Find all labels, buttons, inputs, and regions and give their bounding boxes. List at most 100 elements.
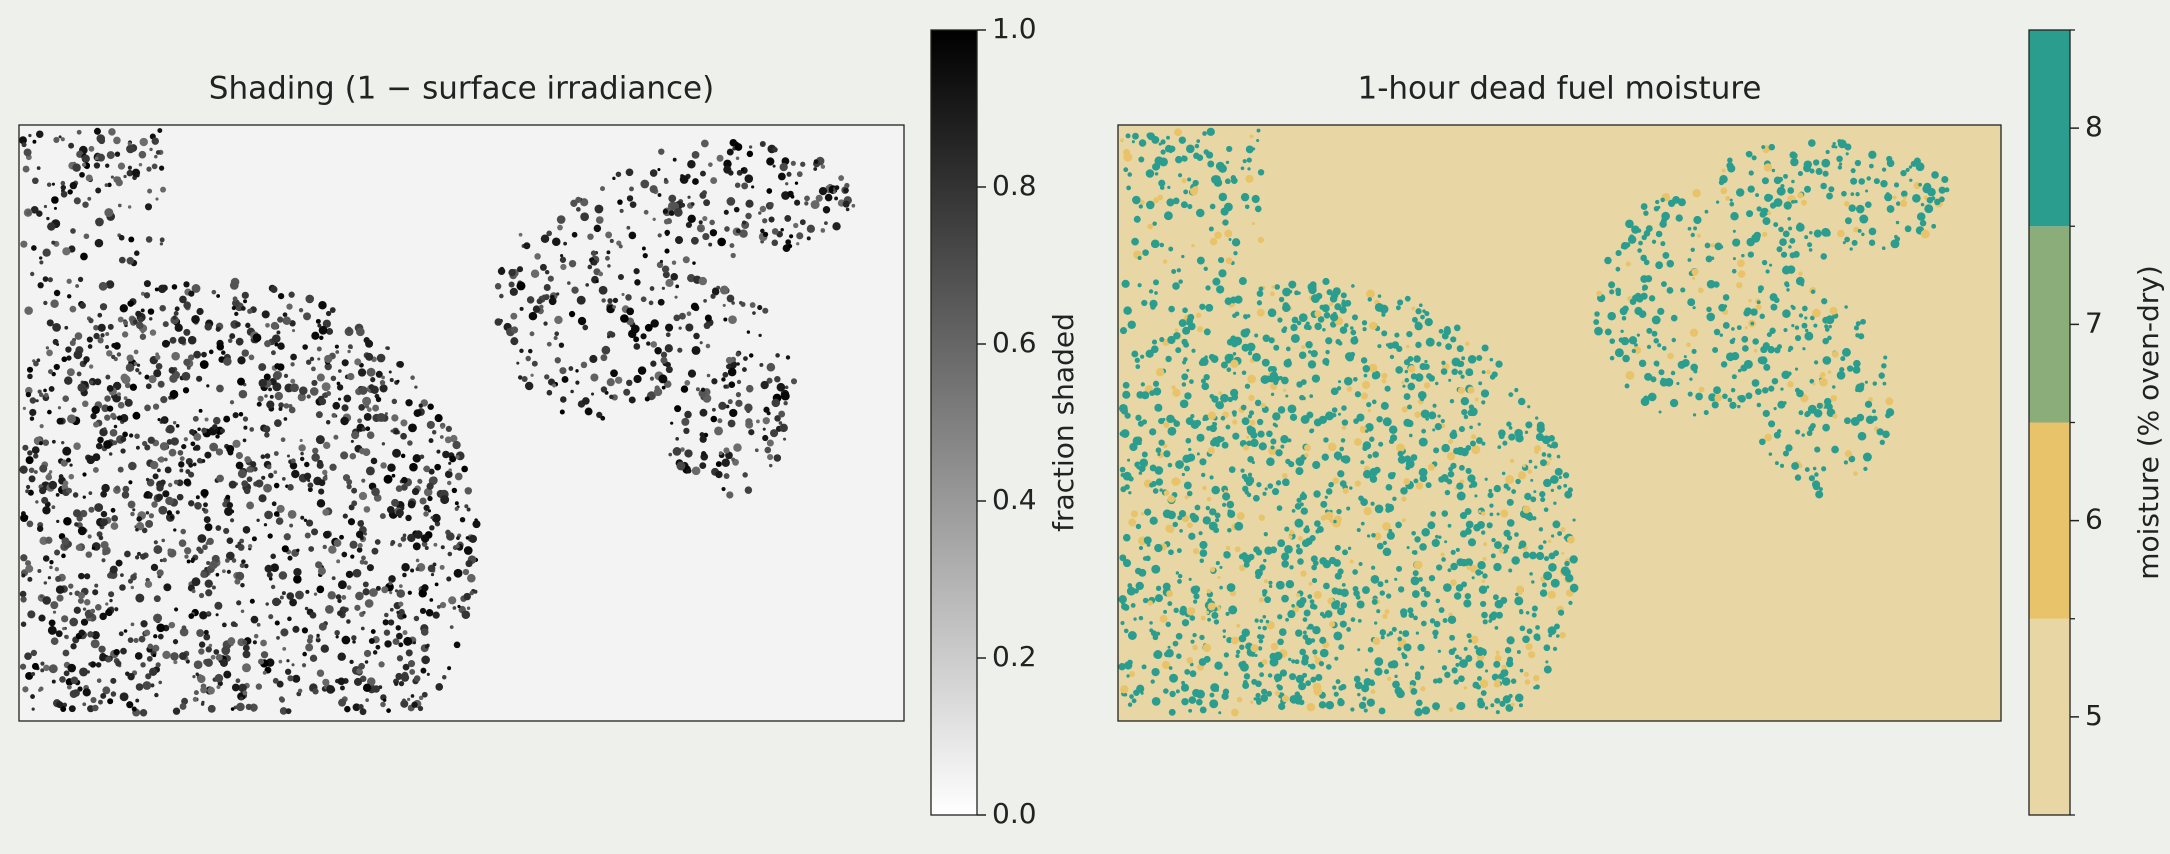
map-texture-dot <box>672 157 677 162</box>
map-texture-dot <box>1504 646 1512 654</box>
map-texture-dot <box>351 431 360 440</box>
map-texture-dot <box>317 323 322 328</box>
map-texture-dot <box>172 707 181 715</box>
map-texture-dot <box>1460 374 1465 379</box>
map-texture-dot <box>173 479 179 485</box>
map-texture-dot <box>1632 294 1641 302</box>
map-texture-dot <box>226 445 235 454</box>
map-texture-dot <box>290 383 299 393</box>
map-texture-dot <box>1481 441 1486 446</box>
map-texture-dot <box>1337 698 1345 707</box>
map-texture-dot <box>1751 155 1757 161</box>
map-texture-dot <box>354 604 361 611</box>
map-texture-dot <box>1288 280 1297 289</box>
map-texture-dot <box>1316 525 1324 533</box>
map-texture-dot <box>1729 198 1733 202</box>
map-texture-dot <box>1783 173 1788 179</box>
map-texture-dot <box>1304 444 1311 452</box>
map-texture-dot <box>285 708 292 715</box>
map-texture-dot <box>316 346 322 352</box>
map-texture-dot <box>277 342 285 350</box>
map-texture-dot <box>1450 462 1457 469</box>
map-texture-dot <box>1280 435 1289 444</box>
map-texture-dot <box>222 569 226 574</box>
map-texture-dot <box>401 563 410 572</box>
map-texture-dot <box>247 543 253 549</box>
map-texture-dot <box>736 379 742 385</box>
map-texture-dot <box>258 378 268 388</box>
map-texture-dot <box>1309 599 1315 604</box>
map-texture-dot <box>205 541 209 545</box>
map-texture-dot <box>710 293 716 299</box>
map-texture-dot <box>1339 306 1347 314</box>
map-texture-dot <box>106 350 113 357</box>
map-texture-dot <box>1741 253 1745 258</box>
map-texture-dot <box>414 385 418 389</box>
map-texture-dot <box>335 350 340 354</box>
map-texture-dot <box>94 238 104 248</box>
map-texture-dot <box>215 434 220 439</box>
map-texture-dot <box>580 198 589 207</box>
map-texture-dot <box>379 384 388 393</box>
map-texture-dot <box>1181 697 1189 706</box>
map-texture-dot <box>1730 387 1736 393</box>
map-texture-dot <box>648 300 654 306</box>
map-texture-dot <box>1495 678 1501 684</box>
map-texture-dot <box>181 371 191 381</box>
map-texture-dot <box>1330 387 1339 396</box>
map-texture-dot <box>160 396 168 404</box>
map-texture-dot <box>1378 441 1384 447</box>
map-texture-dot <box>1158 179 1166 187</box>
map-texture-dot <box>591 259 598 266</box>
map-texture-dot <box>1620 336 1630 346</box>
map-texture-dot <box>235 461 244 470</box>
map-texture-dot <box>163 583 172 592</box>
map-texture-dot <box>326 391 332 397</box>
map-texture-dot <box>1145 349 1154 358</box>
map-texture-dot <box>1693 369 1698 374</box>
map-texture-dot <box>162 490 170 498</box>
map-texture-dot <box>97 323 106 332</box>
map-texture-dot <box>804 201 809 206</box>
map-texture-dot <box>1787 187 1795 194</box>
map-texture-dot <box>446 576 452 582</box>
map-texture-dot <box>1471 445 1481 455</box>
map-texture-dot <box>93 324 99 331</box>
map-texture-dot <box>1815 490 1824 499</box>
map-texture-dot <box>785 182 789 186</box>
map-texture-dot <box>64 376 73 385</box>
map-texture-dot <box>43 581 48 585</box>
map-texture-dot <box>1281 473 1288 479</box>
map-texture-dot <box>173 660 178 665</box>
map-texture-dot <box>1219 565 1223 569</box>
map-texture-dot <box>1177 573 1183 579</box>
map-texture-dot <box>1246 314 1251 318</box>
map-texture-dot <box>144 203 153 211</box>
map-texture-dot <box>329 463 337 471</box>
map-texture-dot <box>654 347 662 355</box>
map-texture-dot <box>1231 238 1241 247</box>
map-texture-dot <box>25 560 32 567</box>
map-texture-dot <box>395 485 403 492</box>
map-texture-dot <box>140 553 147 560</box>
map-texture-dot <box>299 456 305 462</box>
map-texture-dot <box>146 166 152 172</box>
map-texture-dot <box>1250 644 1259 653</box>
map-texture-dot <box>1184 668 1191 675</box>
map-texture-dot <box>1372 637 1381 646</box>
map-texture-dot <box>1363 373 1368 378</box>
map-texture-dot <box>1843 460 1848 465</box>
map-texture-dot <box>1270 445 1275 450</box>
map-texture-dot <box>1246 342 1256 352</box>
map-texture-dot <box>395 508 404 517</box>
map-texture-dot <box>1463 686 1468 690</box>
map-texture-dot <box>1147 132 1155 141</box>
map-texture-dot <box>1481 370 1486 375</box>
map-texture-dot <box>1182 454 1191 463</box>
map-texture-dot <box>264 510 273 520</box>
map-texture-dot <box>1494 599 1504 609</box>
map-texture-dot <box>1757 356 1766 365</box>
map-texture-dot <box>1457 370 1463 375</box>
map-texture-dot <box>1501 664 1507 670</box>
map-texture-dot <box>432 562 437 567</box>
